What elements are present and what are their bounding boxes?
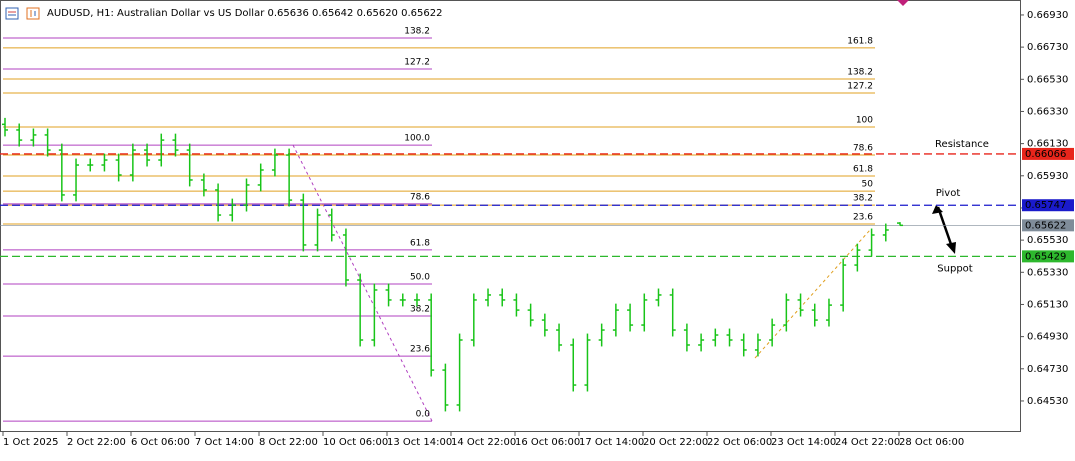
price-tag-label: 0.65429 (1025, 251, 1066, 262)
price-tag-label: 0.65747 (1025, 200, 1066, 211)
x-tick-label: 2 Oct 22:00 (67, 437, 126, 448)
price-tag (1022, 147, 1074, 160)
level-name: Suppot (937, 263, 972, 274)
fib-label: 138.2 (404, 26, 430, 36)
fib-label: 50.0 (410, 273, 430, 283)
y-tick-label: 0.65330 (1027, 267, 1068, 278)
fib-label: 38.2 (410, 305, 430, 315)
fib-label: 100.0 (404, 134, 430, 144)
fib-label: 23.6 (853, 213, 873, 223)
fib-label: 138.2 (847, 67, 873, 77)
y-tick-label: 0.64530 (1027, 396, 1068, 407)
fib-label: 100 (856, 116, 873, 126)
price-tag (1022, 219, 1074, 232)
fib-label: 161.8 (847, 36, 873, 46)
y-tick-label: 0.64930 (1027, 332, 1068, 343)
fibonacci: 138.2 127.2 100.0 78.6 61.8 50.0 38.2 23.6 0.0 (3, 26, 432, 422)
y-tick-label: 0.64730 (1027, 364, 1068, 375)
x-tick-label: 1 Oct 2025 (3, 437, 58, 448)
x-tick-label: 23 Oct 14:00 (771, 437, 836, 448)
arrow-head (932, 205, 943, 214)
price-tag-label: 0.66066 (1025, 149, 1066, 160)
x-tick-label: 8 Oct 22:00 (259, 437, 318, 448)
fib-label: 127.2 (404, 57, 430, 67)
price-tag (1022, 199, 1074, 212)
fib-label: 61.8 (410, 238, 430, 248)
fibonacci: 161.8 138.2 127.2 100 78.6 61.8 50 38.2 23.6 (3, 36, 875, 225)
fib-label: 78.6 (853, 144, 873, 154)
fib-label: 78.6 (410, 192, 430, 202)
fib-label: 38.2 (853, 194, 873, 204)
price-bars (2, 117, 903, 412)
x-tick-label: 10 Oct 06:00 (323, 437, 388, 448)
x-tick-label: 22 Oct 06:00 (707, 437, 772, 448)
level-name: Resistance (935, 139, 989, 150)
fib-label: 50 (862, 180, 874, 190)
x-tick-label: 13 Oct 14:00 (387, 437, 452, 448)
x-tick-label: 14 Oct 22:00 (451, 437, 516, 448)
arrow (936, 206, 955, 251)
x-tick-label: 16 Oct 06:00 (515, 437, 580, 448)
header-icons (5, 7, 40, 20)
chart-title: AUDUSD, H1: Australian Dollar vs US Doll… (47, 8, 442, 19)
arrow-head (946, 242, 956, 254)
x-tick-label: 7 Oct 14:00 (195, 437, 254, 448)
price-tag (1022, 250, 1074, 263)
fib-label: 61.8 (853, 164, 873, 174)
fib-anchor-line (754, 229, 871, 359)
x-tick-label: 24 Oct 22:00 (835, 437, 900, 448)
x-tick-label: 6 Oct 06:00 (131, 437, 190, 448)
y-tick-label: 0.66130 (1027, 139, 1068, 150)
y-tick-label: 0.66530 (1027, 74, 1068, 85)
y-tick-label: 0.65930 (1027, 171, 1068, 182)
x-tick-label: 28 Oct 06:00 (899, 437, 964, 448)
y-tick-label: 0.66330 (1027, 106, 1068, 117)
y-tick-label: 0.65130 (1027, 299, 1068, 310)
fib-label: 0.0 (416, 410, 431, 420)
fib-label: 23.6 (410, 345, 430, 355)
x-tick-label: 17 Oct 14:00 (579, 437, 644, 448)
marker (897, 0, 909, 6)
x-tick-label: 20 Oct 22:00 (643, 437, 708, 448)
level-name: Pivot (936, 188, 961, 199)
price-tag-label: 0.65622 (1025, 220, 1066, 231)
y-tick-label: 0.66930 (1027, 10, 1068, 21)
y-tick-label: 0.65530 (1027, 235, 1068, 246)
plot-frame (0, 0, 1021, 432)
y-tick-label: 0.66730 (1027, 42, 1068, 53)
fib-label: 127.2 (847, 81, 873, 91)
